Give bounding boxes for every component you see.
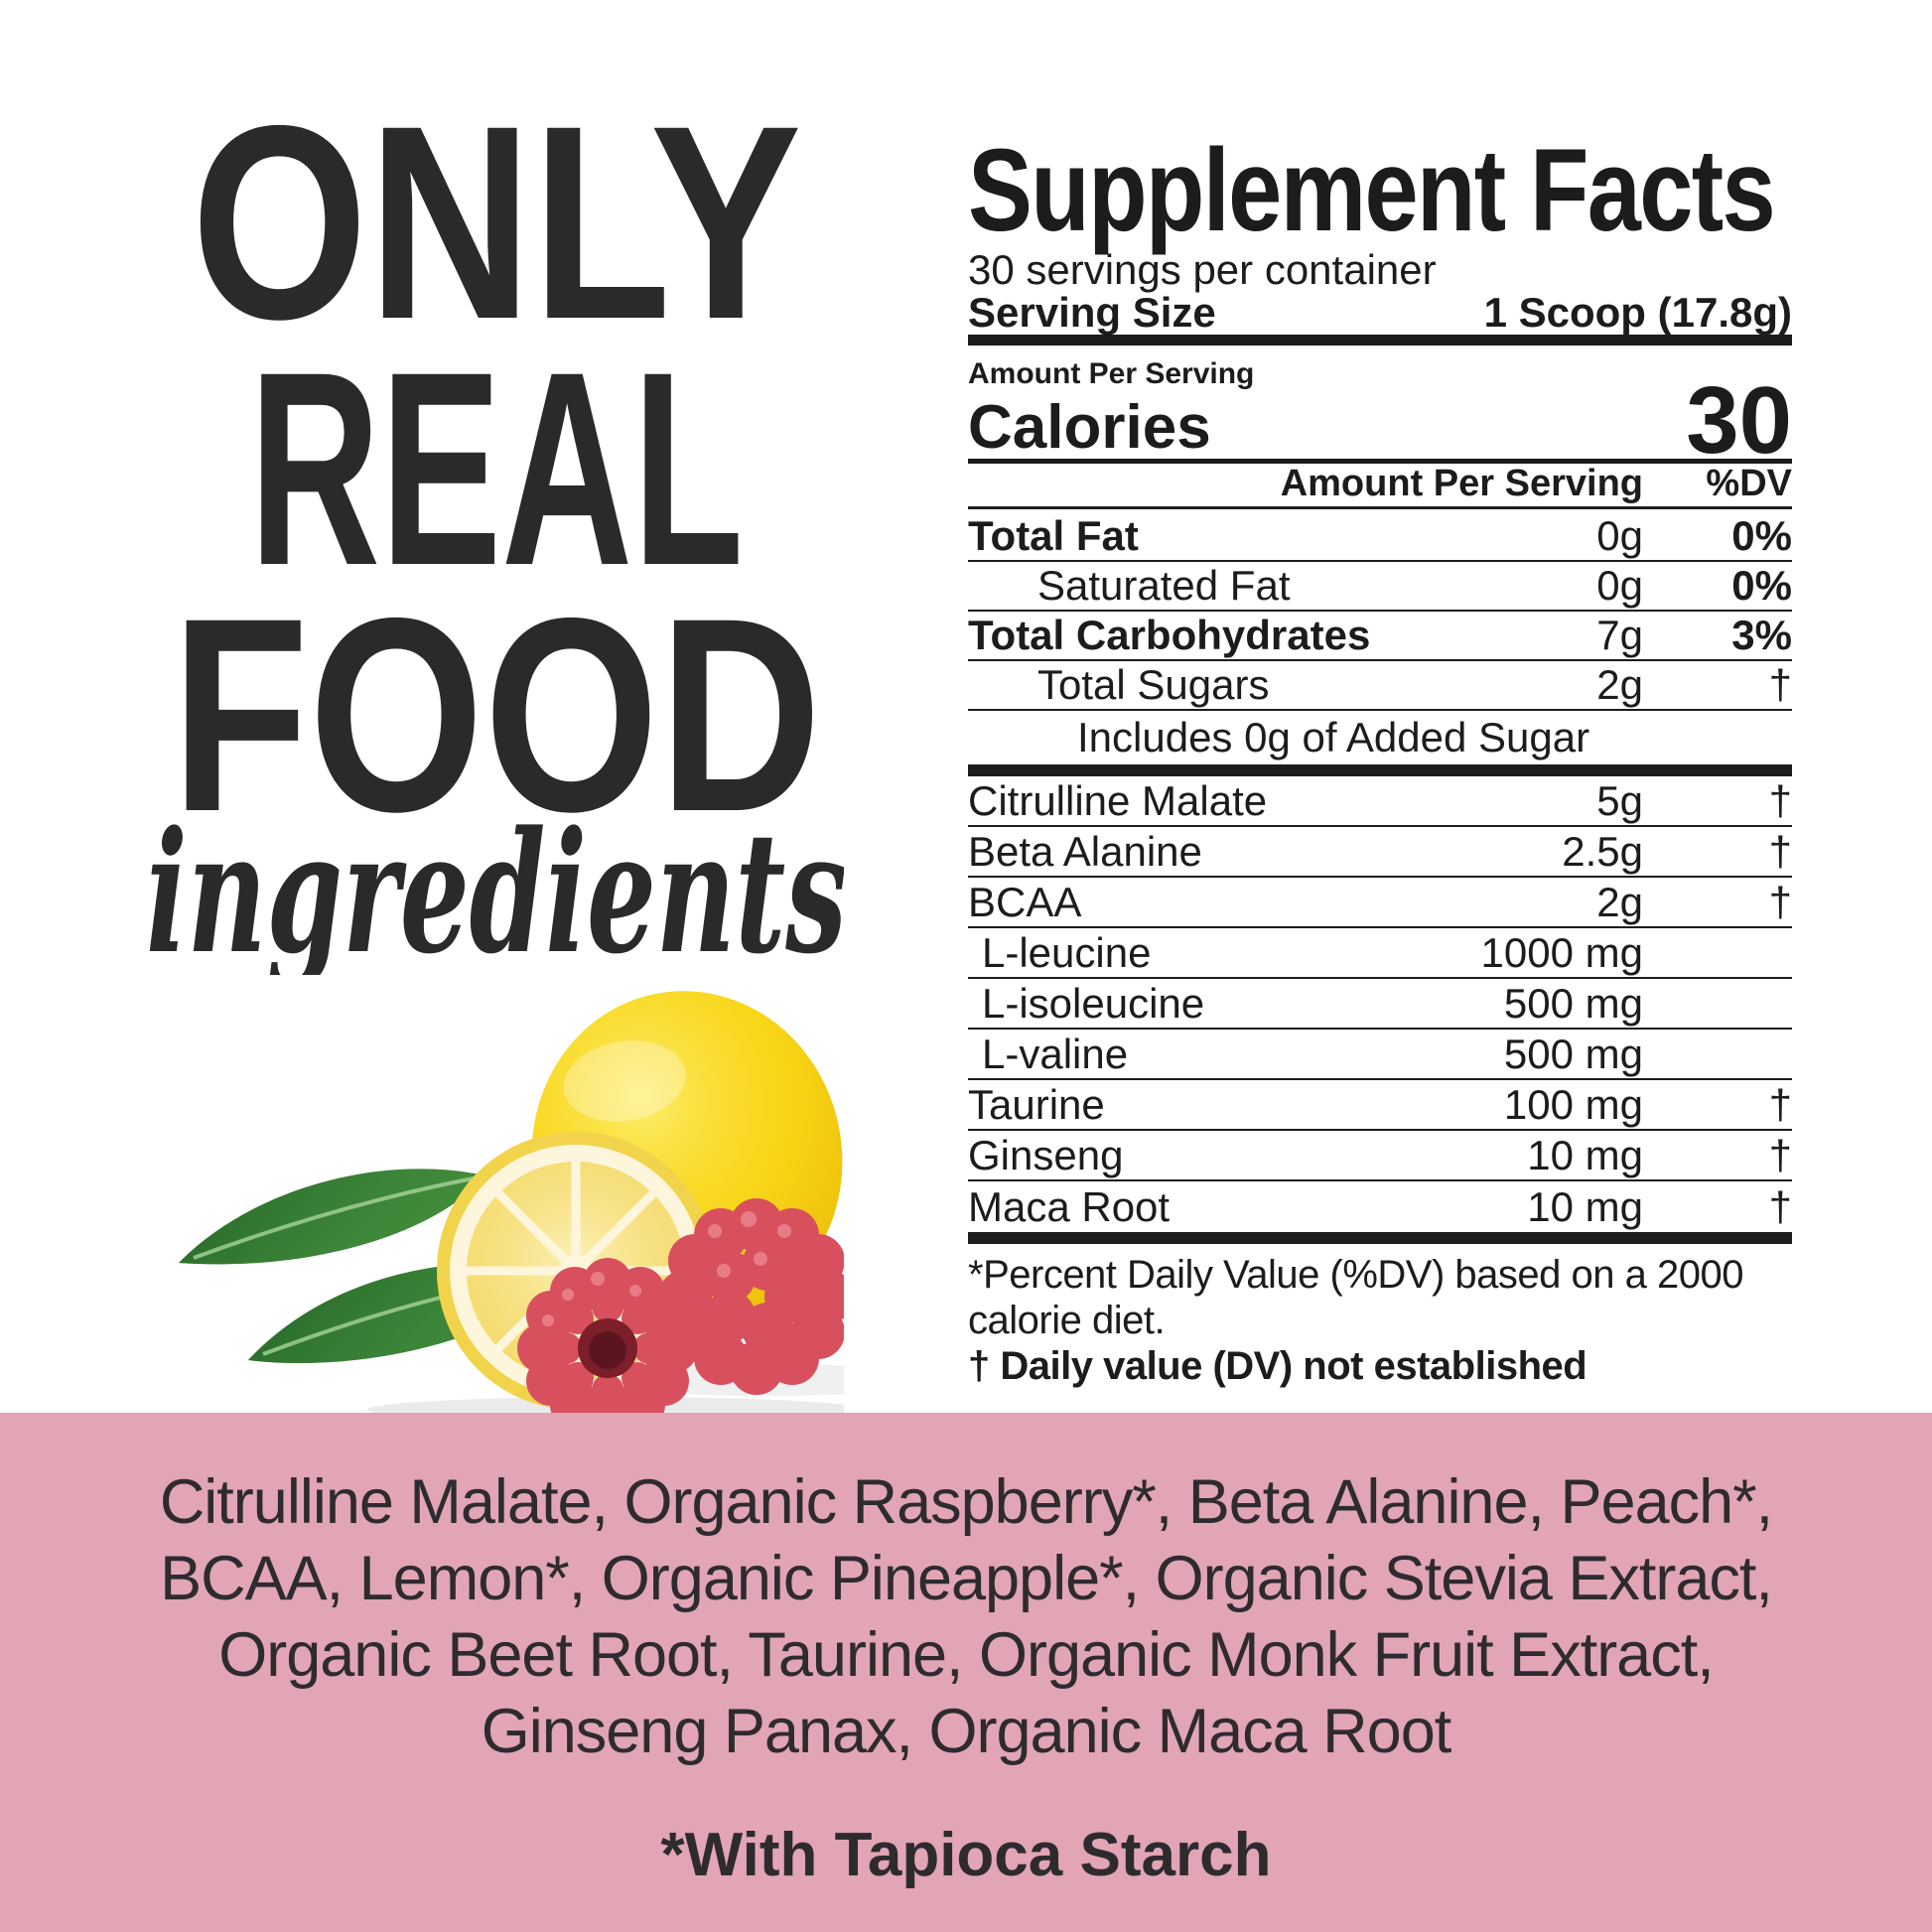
row-label: Total Sugars (1037, 661, 1270, 708)
table-row: L-valine 500 mg (968, 1030, 1792, 1080)
table-row: Citrulline Malate 5g † (968, 776, 1792, 827)
row-label: Citrulline Malate (968, 776, 1268, 824)
row-amount: 2.5g (1562, 827, 1643, 875)
ingredients-line: Organic Beet Root, Taurine, Organic Monk… (218, 1620, 1714, 1690)
row-amount: 10 mg (1527, 1182, 1643, 1230)
row-amount: 500 mg (1503, 979, 1643, 1027)
table-row: Beta Alanine 2.5g † (968, 827, 1792, 878)
supplement-facts-panel: Supplement Facts 30 servings per contain… (968, 0, 1792, 1413)
row-label: L-isoleucine (982, 979, 1205, 1027)
row-dv: † (1768, 1131, 1792, 1178)
row-label: Ginseng (968, 1131, 1124, 1178)
ingredient-rows: Citrulline Malate 5g † Beta Alanine 2.5g… (968, 776, 1792, 1232)
row-label: L-leucine (982, 928, 1152, 976)
table-row: Total Sugars 2g † (968, 661, 1792, 711)
row-amount: 2g (1596, 878, 1643, 925)
raspberry-icon (658, 1198, 844, 1395)
fruit-illustration (179, 991, 844, 1425)
column-header-dv: %DV (1706, 463, 1792, 504)
ingredients-line: BCAA, Lemon*, Organic Pineapple*, Organi… (160, 1544, 1773, 1613)
row-label: Total Fat (968, 512, 1139, 559)
row-amount: 500 mg (1503, 1030, 1643, 1077)
serving-size-row: Serving Size 1 Scoop (17.8g) (968, 290, 1792, 336)
ingredients-line: Ginseng Panax, Organic Maca Root (481, 1697, 1452, 1766)
divider-medium (968, 459, 1792, 464)
nutrition-table: Total Fat 0g 0% Saturated Fat 0g 0% Tota… (968, 512, 1792, 1389)
row-label: Taurine (968, 1080, 1105, 1128)
table-row: Ginseng 10 mg † (968, 1131, 1792, 1181)
row-amount: 0g (1596, 512, 1643, 559)
nutrient-rows: Total Fat 0g 0% Saturated Fat 0g 0% Tota… (968, 512, 1792, 711)
ingredients-band-content: Citrulline Malate, Organic Raspberry*, B… (0, 1413, 1932, 1890)
panel-title-wrap: Supplement Facts (968, 137, 1776, 256)
serving-size-label: Serving Size (968, 289, 1216, 336)
table-row: BCAA 2g † (968, 878, 1792, 928)
headline-word-real: REAL (249, 314, 744, 622)
table-row: L-isoleucine 500 mg (968, 979, 1792, 1030)
row-dv: 0% (1731, 512, 1792, 559)
row-amount: 1000 mg (1480, 928, 1643, 976)
row-label: Beta Alanine (968, 827, 1202, 875)
row-label: L-valine (982, 1030, 1129, 1077)
serving-size-value: 1 Scoop (17.8g) (1483, 289, 1792, 336)
includes-added-sugar-row: Includes 0g of Added Sugar (1077, 714, 1590, 760)
row-label: BCAA (968, 878, 1082, 925)
table-row: Taurine 100 mg † (968, 1080, 1792, 1131)
row-dv: † (1768, 1080, 1792, 1128)
calories-row: Calories 30 (968, 367, 1792, 474)
row-dv: 3% (1731, 612, 1792, 658)
headline-word-only: ONLY (192, 91, 802, 376)
headline: ONLY REAL FOOD ingredients (149, 91, 844, 975)
divider-thick (968, 335, 1792, 345)
table-header-row: Amount Per Serving %DV (968, 463, 1792, 509)
panel-title: Supplement Facts (968, 137, 1774, 256)
row-label: Maca Root (968, 1182, 1171, 1230)
headline-word-food: FOOD (172, 560, 822, 869)
row-amount: 7g (1596, 612, 1643, 658)
row-amount: 100 mg (1503, 1080, 1643, 1128)
row-amount: 2g (1596, 661, 1643, 708)
row-amount: 10 mg (1527, 1131, 1643, 1178)
divider-thick (968, 1232, 1792, 1244)
table-row: L-leucine 1000 mg (968, 928, 1792, 979)
headline-script-ingredients: ingredients (149, 794, 844, 975)
row-dv: † (1768, 878, 1792, 925)
footnotes: *Percent Daily Value (%DV) based on a 20… (968, 1252, 1792, 1389)
column-header-amount: Amount Per Serving (1280, 463, 1643, 504)
calories-value: 30 (1686, 367, 1792, 474)
ingredients-band: Citrulline Malate, Organic Raspberry*, B… (0, 1413, 1932, 1932)
row-label: Saturated Fat (1037, 562, 1291, 609)
row-amount: 5g (1596, 776, 1643, 824)
amount-per-serving-label: Amount Per Serving (968, 357, 1255, 390)
row-dv: † (1768, 1182, 1792, 1230)
tapioca-note: *With Tapioca Starch (660, 1821, 1272, 1889)
footnote-dv-not-established: † Daily value (DV) not established (968, 1344, 1587, 1388)
servings-per-container: 30 servings per container (968, 246, 1437, 293)
row-label: Total Carbohydrates (968, 612, 1371, 658)
table-row: Saturated Fat 0g 0% (968, 562, 1792, 612)
ingredients-line: Citrulline Malate, Organic Raspberry*, B… (159, 1467, 1773, 1537)
leaf-icon (179, 1169, 574, 1364)
table-row: Total Fat 0g 0% (968, 512, 1792, 562)
calories-label: Calories (968, 393, 1211, 462)
row-dv: 0% (1731, 562, 1792, 609)
footnote-dv-basis: *Percent Daily Value (%DV) based on a 20… (968, 1253, 1743, 1342)
row-amount: 0g (1596, 562, 1643, 609)
table-row: Maca Root 10 mg † (968, 1181, 1792, 1232)
divider-thick (968, 764, 1792, 776)
table-row: Total Carbohydrates 7g 3% (968, 612, 1792, 661)
row-dv: † (1768, 661, 1792, 708)
row-dv: † (1768, 776, 1792, 824)
row-dv: † (1768, 827, 1792, 875)
